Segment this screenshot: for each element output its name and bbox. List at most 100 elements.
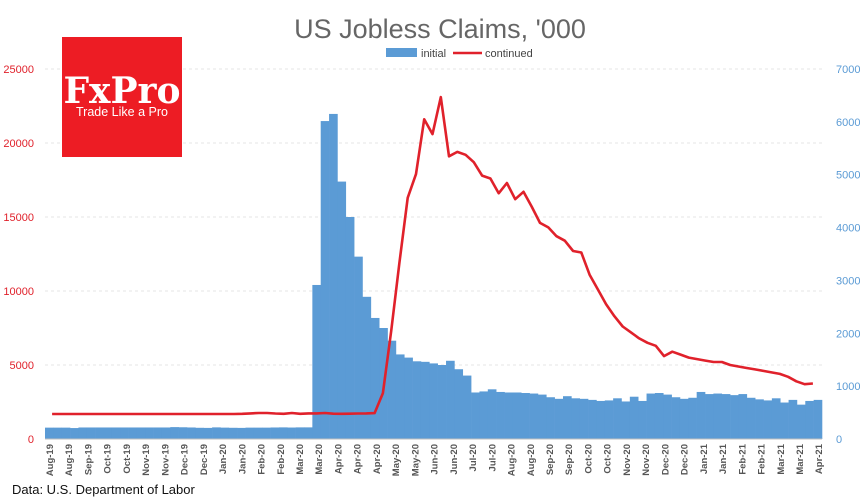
initial-bar [705,394,714,439]
initial-bar [212,427,221,439]
initial-bar [395,354,405,439]
x-tick-label: Feb-20 [276,444,287,475]
left-tick-label: 0 [28,434,34,446]
x-tick-label: Nov-20 [622,444,633,476]
initial-bar [563,396,572,439]
x-tick-label: Sep-19 [84,444,95,475]
left-tick-label: 20000 [3,138,34,150]
x-tick-label: Apr-21 [814,443,825,474]
initial-bar [654,393,664,439]
right-tick-label: 4000 [836,223,860,235]
legend-label-initial: initial [421,48,446,60]
chart-title: US Jobless Claims, '000 [294,14,586,44]
logo-background [62,37,182,157]
x-tick-label: Jan-20 [218,444,229,474]
initial-bar [61,427,71,439]
legend-swatch-initial [386,48,417,57]
x-tick-label: Sep-20 [545,444,556,475]
initial-bar [554,398,564,439]
initial-bar [671,397,681,439]
x-tick-label: Feb-21 [757,443,768,474]
initial-bar [187,427,196,439]
x-tick-label: Dec-19 [199,444,210,475]
initial-bar [195,427,205,439]
initial-bar [629,396,639,439]
x-tick-label: Oct-20 [603,444,614,474]
x-tick-label: Feb-20 [257,444,268,475]
x-tick-label: Aug-20 [507,444,518,476]
initial-bar [638,400,647,439]
initial-bar [287,427,296,439]
initial-bar [746,397,756,439]
initial-bar [45,427,54,439]
initial-bar [304,427,313,439]
x-tick-label: Apr-20 [353,444,364,474]
fxpro-logo: FxPro Trade Like a Pro [62,37,182,157]
left-tick-label: 10000 [3,286,34,298]
x-axis: Aug-19 Aug-19 Sep-19 Oct-19 Oct-19 Nov-19 Nov-… [45,438,825,476]
initial-bar [345,217,355,439]
legend: initial continued [386,48,533,60]
initial-bar [596,400,606,439]
x-tick-label: Sep-20 [564,444,575,475]
right-tick-label: 7000 [836,64,860,76]
initial-bar [86,427,96,439]
left-axis: 0 5000 10000 15000 20000 25000 [3,64,34,446]
initial-bar [136,427,146,439]
x-tick-label: Apr-20 [372,444,383,474]
source-note: Data: U.S. Department of Labor [12,482,195,497]
initial-bar [588,399,597,439]
initial-bar [78,427,88,439]
x-tick-label: Jul-20 [468,444,479,471]
initial-bar [646,393,656,439]
x-tick-label: Jan-21 [699,443,710,474]
x-tick-label: Mar-21 [795,443,806,474]
initial-bar [203,427,213,439]
initial-bar [604,400,614,439]
initial-bar [228,427,238,439]
x-tick-label: Nov-19 [141,444,152,476]
initial-bar [337,181,347,440]
x-tick-label: Oct-19 [122,444,133,474]
initial-bar [420,361,430,439]
initial-bar [178,427,188,439]
initial-bar [153,427,163,439]
initial-bar [537,394,547,439]
initial-bar [763,400,773,439]
initial-bar [529,393,539,439]
initial-bar [53,427,63,439]
left-tick-label: 25000 [3,64,34,76]
x-tick-label: Oct-20 [584,444,595,474]
initial-bar [713,393,723,439]
right-tick-label: 1000 [836,381,860,393]
initial-bar [813,399,823,439]
x-tick-label: Mar-21 [776,443,787,474]
initial-bar [721,394,731,439]
initial-bar [579,398,589,439]
left-tick-label: 5000 [10,360,34,372]
initial-bar [362,296,372,439]
initial-bar [170,427,179,439]
x-tick-label: Aug-19 [64,444,75,476]
left-tick-label: 15000 [3,212,34,224]
initial-bar [771,398,781,439]
legend-label-continued: continued [485,48,533,60]
initial-bar [387,340,397,439]
x-tick-label: May-20 [391,444,402,476]
initial-bar [571,398,581,439]
initial-bar [446,360,455,439]
initial-bar [487,389,497,439]
initial-bar [95,427,104,439]
initial-bar [329,113,338,439]
initial-bar [437,365,447,439]
initial-bar [788,399,798,439]
initial-bar [462,375,472,439]
x-tick-label: Mar-20 [314,444,325,475]
x-tick-label: Jul-20 [487,444,498,471]
initial-bar [429,363,438,439]
initial-bar [312,284,322,439]
initial-bar [471,392,480,439]
logo-tagline: Trade Like a Pro [76,105,168,119]
initial-bar [220,427,230,439]
